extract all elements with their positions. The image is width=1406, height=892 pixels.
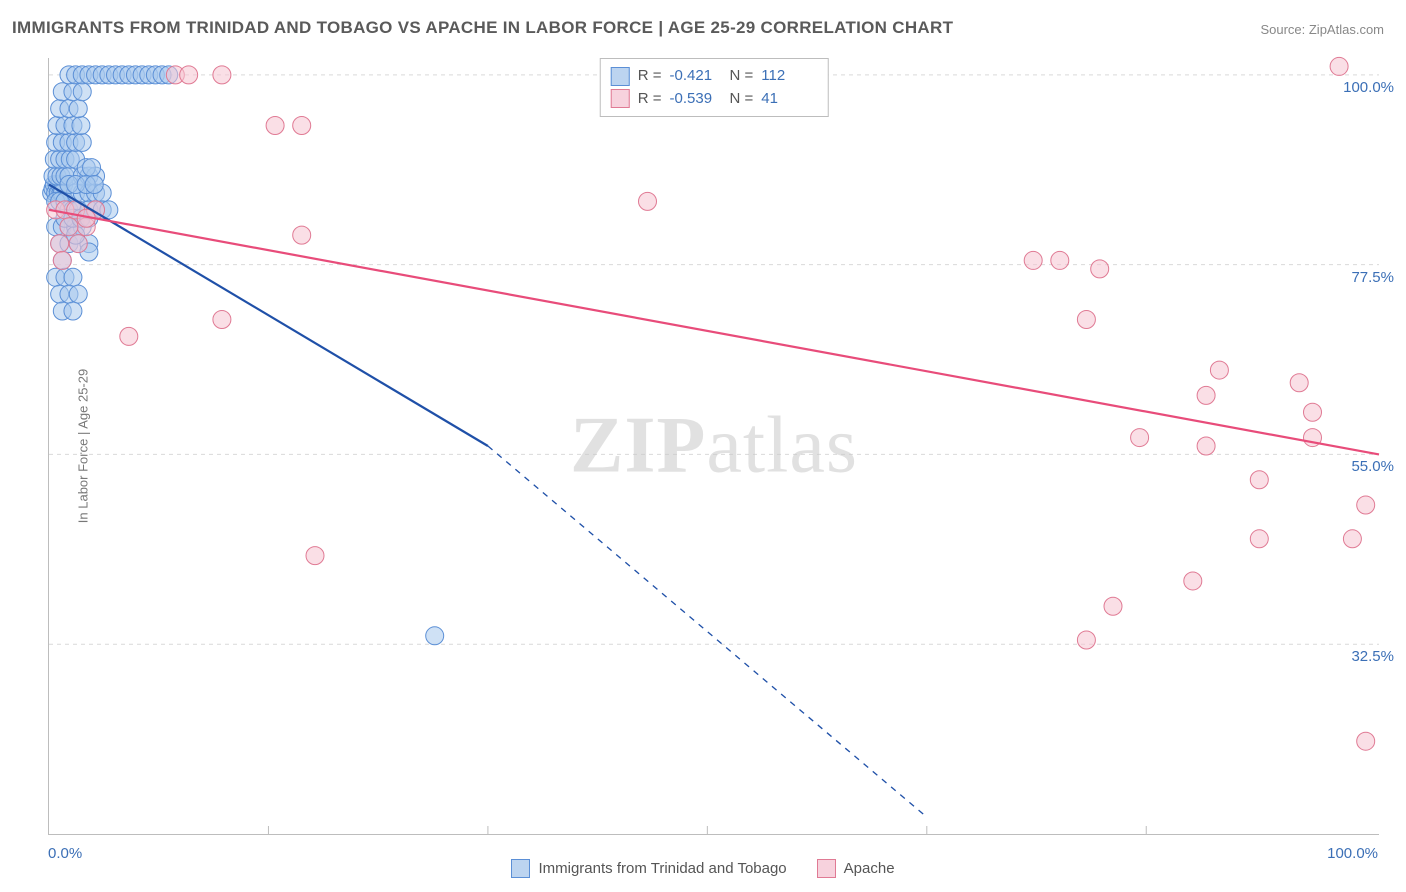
r-value-trinidad: -0.421 [670, 65, 722, 88]
chart-container: IMMIGRANTS FROM TRINIDAD AND TOBAGO VS A… [0, 0, 1406, 892]
legend-swatch-trinidad [511, 859, 530, 878]
correlation-legend-box: R = -0.421 N = 112 R = -0.539 N = 41 [600, 58, 829, 117]
r-value-apache: -0.539 [670, 88, 722, 111]
plot-area: ZIPatlas R = -0.421 N = 112 R = -0.539 N… [48, 58, 1379, 835]
swatch-apache [611, 89, 630, 108]
n-label: N = [730, 88, 754, 111]
swatch-trinidad [611, 67, 630, 86]
correlation-row-trinidad: R = -0.421 N = 112 [611, 65, 814, 88]
legend-swatch-apache [817, 859, 836, 878]
n-label: N = [730, 65, 754, 88]
chart-title: IMMIGRANTS FROM TRINIDAD AND TOBAGO VS A… [12, 18, 953, 38]
n-value-apache: 41 [761, 88, 813, 111]
y-tick-label: 77.5% [1351, 269, 1394, 286]
legend-item-trinidad: Immigrants from Trinidad and Tobago [511, 859, 786, 878]
source-attribution: Source: ZipAtlas.com [1260, 22, 1384, 37]
legend-label-apache: Apache [844, 860, 895, 877]
y-tick-label: 32.5% [1351, 648, 1394, 665]
legend-item-apache: Apache [817, 859, 895, 878]
r-label: R = [638, 65, 662, 88]
y-tick-label: 55.0% [1351, 458, 1394, 475]
bottom-legend: Immigrants from Trinidad and Tobago Apac… [0, 859, 1406, 878]
plot-svg [49, 58, 1379, 834]
r-label: R = [638, 88, 662, 111]
n-value-trinidad: 112 [761, 65, 813, 88]
correlation-row-apache: R = -0.539 N = 41 [611, 88, 814, 111]
y-tick-label: 100.0% [1343, 79, 1394, 96]
legend-label-trinidad: Immigrants from Trinidad and Tobago [538, 860, 786, 877]
